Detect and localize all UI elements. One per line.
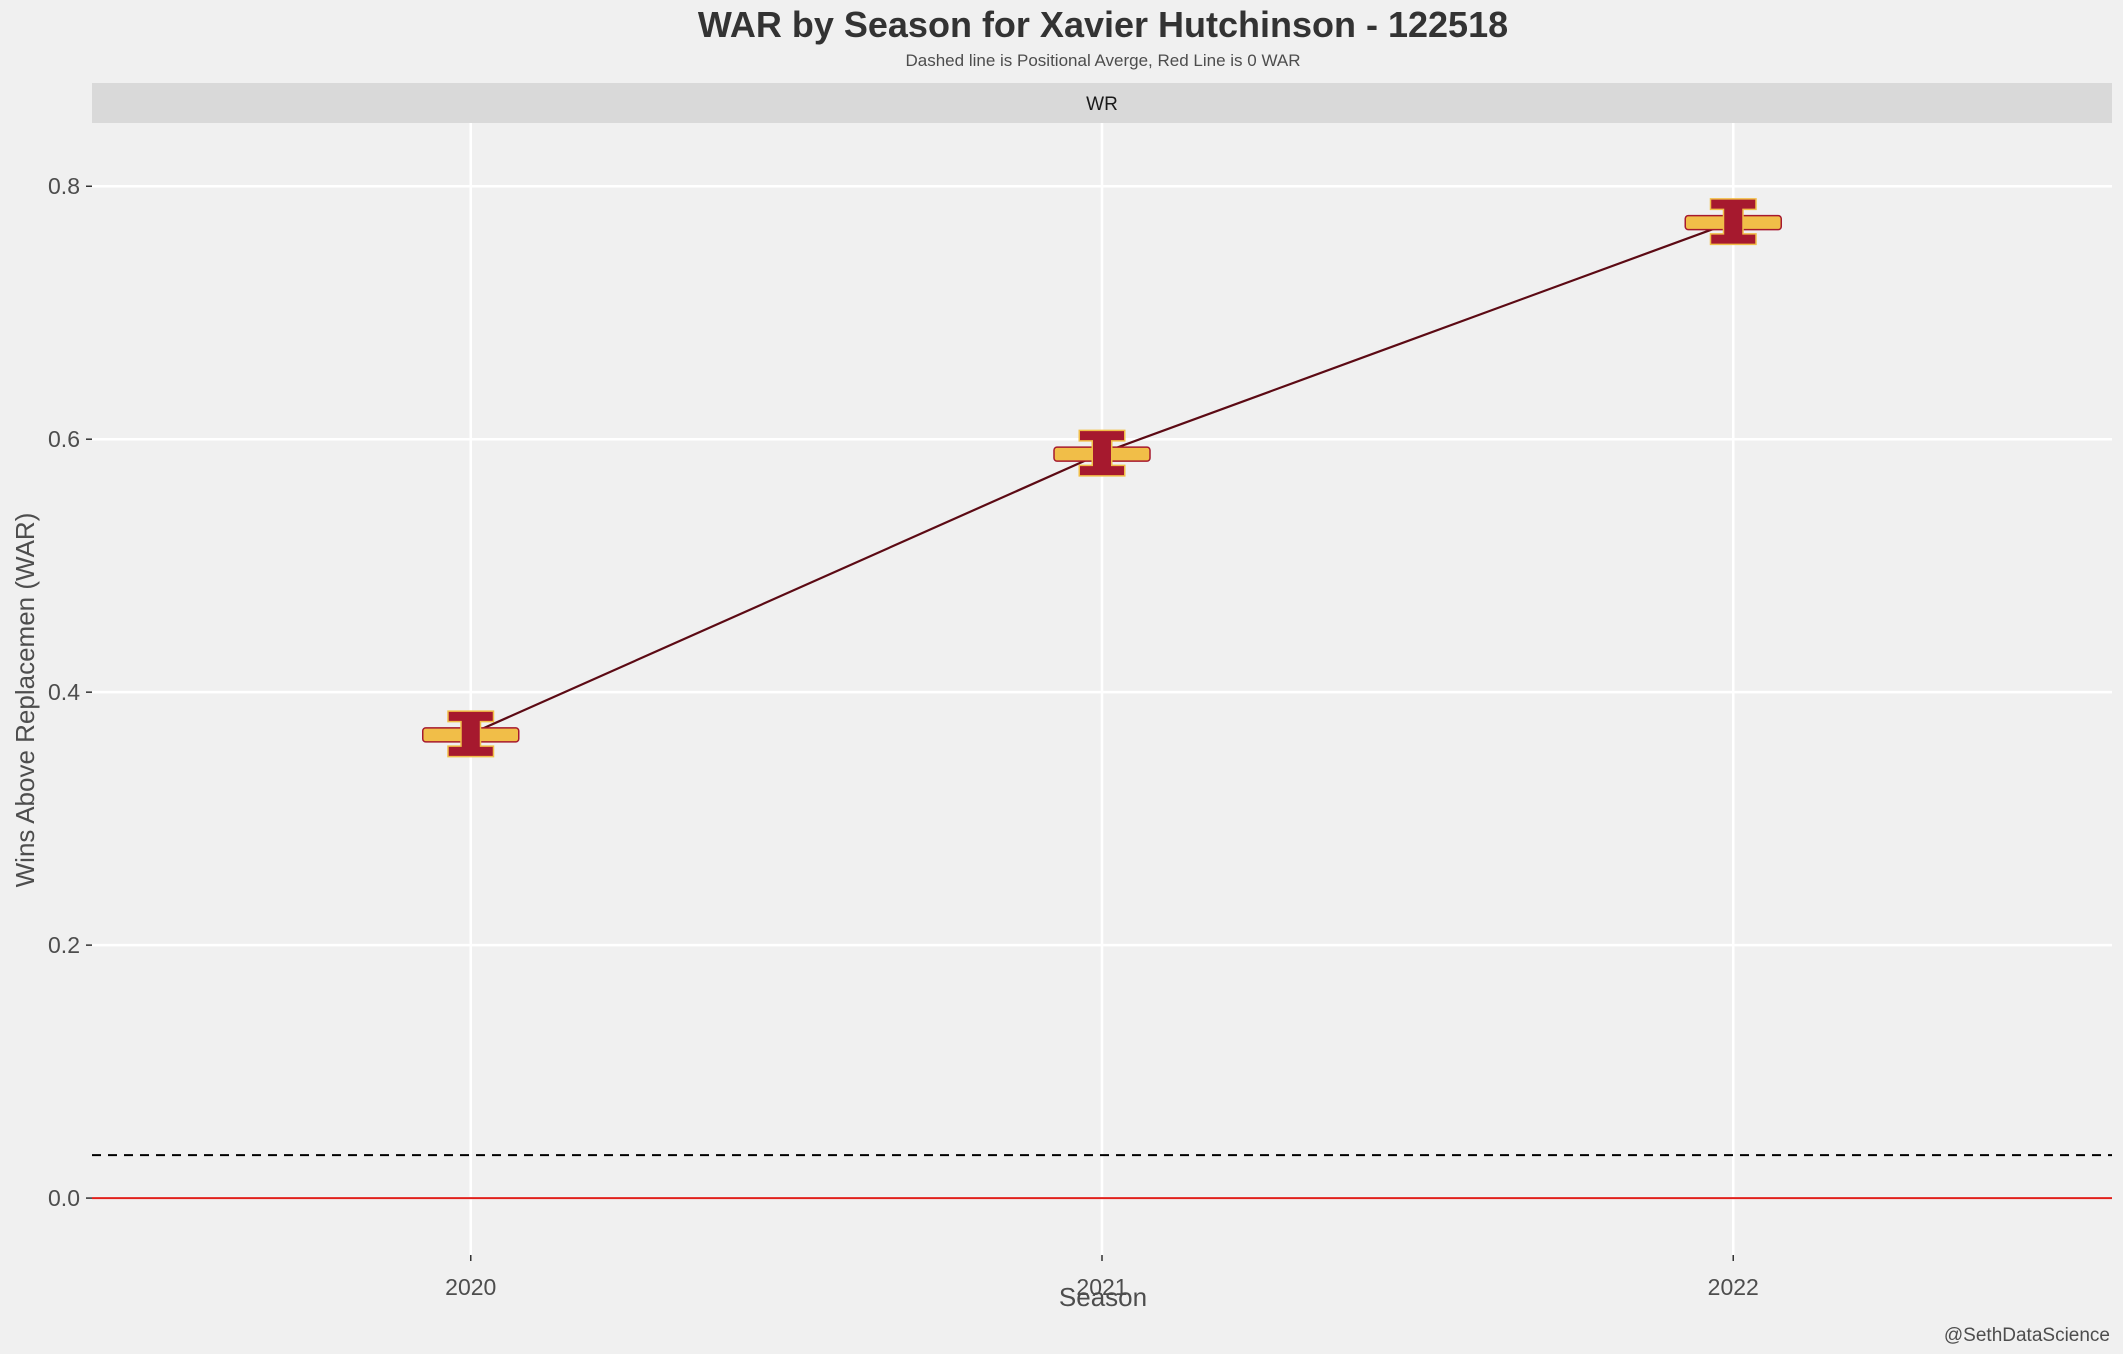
data-point-marker xyxy=(1053,429,1151,477)
y-axis-label: Wins Above Replacemen (WAR) xyxy=(10,513,40,888)
y-tick-label: 0.2 xyxy=(48,932,80,958)
logo-block-i xyxy=(447,710,495,758)
x-axis-label: Season xyxy=(1059,1282,1147,1312)
y-tick-label: 0.0 xyxy=(48,1185,80,1211)
facet-strip xyxy=(92,83,2112,123)
y-tick-label: 0.6 xyxy=(48,426,80,452)
chart-subtitle: Dashed line is Positional Averge, Red Li… xyxy=(906,51,1301,70)
y-tick-label: 0.4 xyxy=(48,679,80,705)
facet-label: WR xyxy=(1086,94,1118,115)
x-tick-label: 2022 xyxy=(1708,1274,1759,1300)
y-tick-label: 0.8 xyxy=(48,173,80,199)
data-point-marker xyxy=(422,710,520,758)
plot-panel: 0.0 0.2 0.4 0.6 0.8 2020 2021 2022 xyxy=(48,123,2112,1300)
caption: @SethDataScience xyxy=(1944,1325,2110,1346)
x-tick-label: 2020 xyxy=(445,1274,496,1300)
data-point-marker xyxy=(1684,198,1782,246)
x-tick-label: 2021 xyxy=(1076,1274,1127,1300)
logo-block-i xyxy=(1709,198,1757,246)
chart-title: WAR by Season for Xavier Hutchinson - 12… xyxy=(698,4,1508,45)
logo-block-i xyxy=(1078,429,1126,477)
